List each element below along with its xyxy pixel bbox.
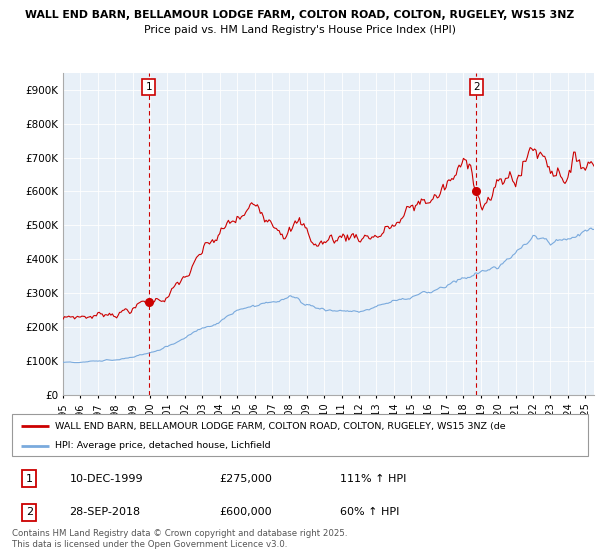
Text: WALL END BARN, BELLAMOUR LODGE FARM, COLTON ROAD, COLTON, RUGELEY, WS15 3NZ (de: WALL END BARN, BELLAMOUR LODGE FARM, COL… xyxy=(55,422,506,431)
FancyBboxPatch shape xyxy=(12,414,588,456)
Text: HPI: Average price, detached house, Lichfield: HPI: Average price, detached house, Lich… xyxy=(55,441,271,450)
Text: 10-DEC-1999: 10-DEC-1999 xyxy=(70,474,143,484)
Text: 60% ↑ HPI: 60% ↑ HPI xyxy=(340,507,400,517)
Text: Contains HM Land Registry data © Crown copyright and database right 2025.
This d: Contains HM Land Registry data © Crown c… xyxy=(12,529,347,549)
Text: £600,000: £600,000 xyxy=(220,507,272,517)
Text: Price paid vs. HM Land Registry's House Price Index (HPI): Price paid vs. HM Land Registry's House … xyxy=(144,25,456,35)
Text: WALL END BARN, BELLAMOUR LODGE FARM, COLTON ROAD, COLTON, RUGELEY, WS15 3NZ: WALL END BARN, BELLAMOUR LODGE FARM, COL… xyxy=(25,10,575,20)
Text: 2: 2 xyxy=(473,82,480,92)
Text: 111% ↑ HPI: 111% ↑ HPI xyxy=(340,474,407,484)
Text: £275,000: £275,000 xyxy=(220,474,272,484)
Text: 1: 1 xyxy=(145,82,152,92)
Text: 1: 1 xyxy=(26,474,33,484)
Text: 28-SEP-2018: 28-SEP-2018 xyxy=(70,507,141,517)
Text: 2: 2 xyxy=(26,507,33,517)
